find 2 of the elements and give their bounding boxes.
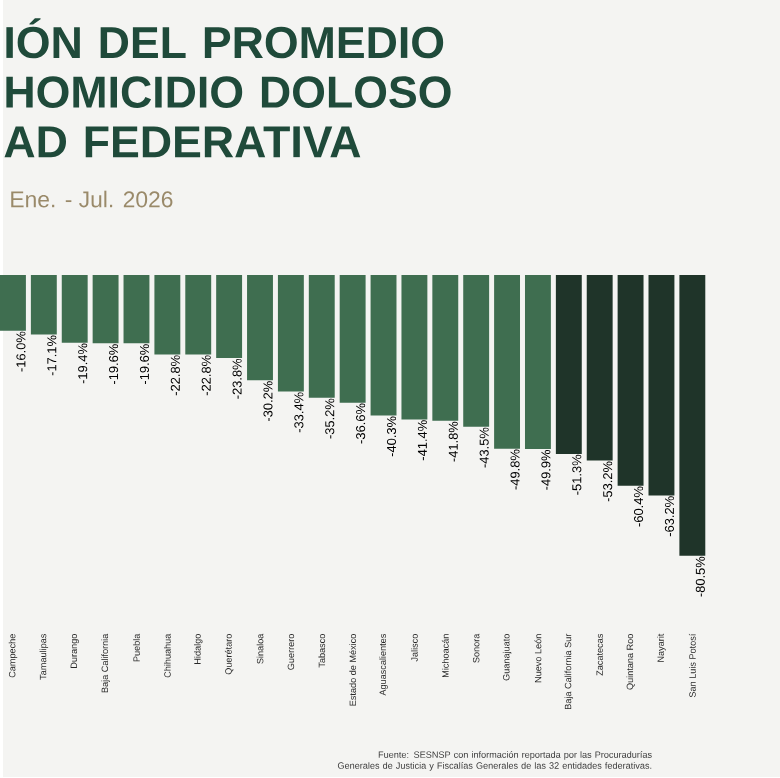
chart-title: IÓN DEL PROMEDIO HOMICIDIO DOLOSO AD FEDERATIVA [4,18,451,158]
chart-subtitle: Ene. - Jul. 2026 [11,191,173,208]
